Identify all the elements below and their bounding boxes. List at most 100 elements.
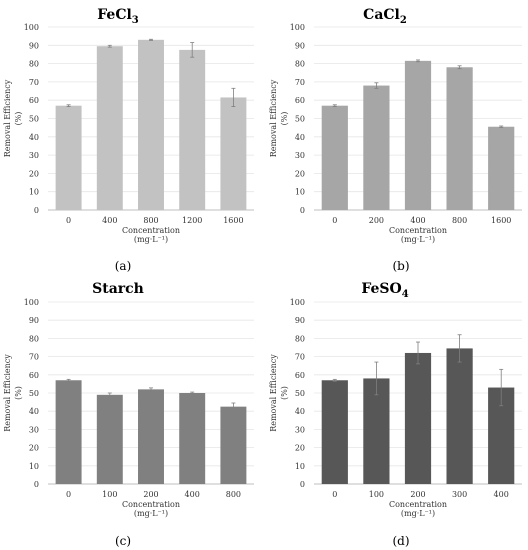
x-axis-label: (mg·L⁻¹) [401, 509, 435, 518]
x-tick-label: 200 [143, 490, 158, 499]
chart-title-subscript: 3 [132, 15, 139, 26]
bar [96, 394, 123, 484]
y-tick-label: 90 [29, 41, 39, 50]
chart-title-text: FeSO [361, 281, 401, 297]
y-tick-label: 50 [29, 115, 39, 124]
bar [446, 348, 473, 484]
x-tick-label: 300 [452, 490, 467, 499]
y-tick-label: 50 [295, 115, 305, 124]
chart-title: FeSO4 [361, 281, 408, 300]
x-axis-label: Concentration [389, 500, 447, 509]
y-tick-label: 20 [295, 169, 305, 178]
y-tick-label: 60 [295, 371, 305, 380]
y-tick-label: 80 [295, 334, 305, 343]
chart-title-text: FeCl [97, 7, 132, 23]
y-tick-label: 100 [290, 298, 305, 307]
y-tick-label: 0 [300, 206, 305, 215]
y-tick-label: 40 [29, 407, 39, 416]
x-tick-label: 100 [102, 490, 117, 499]
panel-label: (d) [392, 534, 409, 548]
y-tick-label: 20 [295, 444, 305, 453]
y-tick-label: 40 [29, 133, 39, 142]
x-tick-label: 800 [143, 216, 158, 225]
y-tick-label: 100 [290, 23, 305, 32]
x-tick-label: 400 [410, 216, 425, 225]
chart-title-text: CaCl [363, 7, 400, 23]
y-tick-label: 30 [29, 151, 39, 160]
y-tick-label: 90 [295, 316, 305, 325]
y-tick-label: 90 [295, 41, 305, 50]
chart-title-text: Starch [92, 281, 144, 297]
y-tick-label: 100 [24, 298, 39, 307]
y-axis-label: Removal Efficiency [3, 354, 12, 432]
x-tick-label: 1600 [491, 216, 511, 225]
y-tick-label: 60 [295, 96, 305, 105]
y-tick-label: 10 [29, 462, 39, 471]
x-tick-label: 0 [66, 490, 71, 499]
bar [138, 389, 164, 484]
x-tick-label: 1200 [182, 216, 202, 225]
bar [220, 97, 247, 210]
chart-title-subscript: 2 [400, 15, 407, 26]
x-tick-label: 400 [102, 216, 117, 225]
y-tick-label: 70 [29, 353, 39, 362]
bar [138, 39, 164, 211]
y-tick-label: 40 [295, 407, 305, 416]
y-tick-label: 70 [29, 78, 39, 87]
y-tick-label: 10 [295, 462, 305, 471]
y-tick-label: 20 [29, 444, 39, 453]
x-axis-label: (mg·L⁻¹) [401, 235, 435, 244]
chart-panel: Starch 0 10 20 30 40 50 60 70 80 90 100 0 100 200 400 80… [3, 281, 254, 548]
y-tick-label: 30 [29, 425, 39, 434]
x-tick-label: 800 [452, 216, 467, 225]
chart-title: Starch [92, 281, 144, 297]
bar [55, 105, 82, 210]
bar [55, 380, 82, 484]
y-tick-label: 80 [29, 334, 39, 343]
y-tick-label: 80 [29, 60, 39, 69]
y-tick-label: 10 [295, 188, 305, 197]
y-tick-label: 50 [29, 389, 39, 398]
bar [363, 378, 390, 484]
y-axis-label: Removal Efficiency [269, 354, 278, 432]
bar [404, 352, 432, 484]
y-axis-label: (%) [280, 386, 289, 400]
y-tick-label: 60 [29, 96, 39, 105]
bar [321, 105, 348, 210]
y-tick-label: 60 [29, 371, 39, 380]
bar [488, 126, 515, 210]
x-tick-label: 0 [66, 216, 71, 225]
x-axis-label: Concentration [122, 500, 180, 509]
bar [321, 380, 348, 484]
y-tick-label: 10 [29, 188, 39, 197]
bar [179, 393, 206, 484]
y-axis-label: Removal Efficiency [3, 79, 12, 157]
panel-label: (b) [392, 259, 409, 273]
y-axis-label: (%) [280, 112, 289, 126]
y-tick-label: 30 [295, 425, 305, 434]
y-tick-label: 0 [34, 206, 39, 215]
y-tick-label: 40 [295, 133, 305, 142]
x-tick-label: 200 [369, 216, 384, 225]
y-axis-label: Removal Efficiency [269, 79, 278, 157]
x-axis-label: Concentration [389, 226, 447, 235]
x-tick-label: 0 [332, 216, 337, 225]
x-tick-label: 400 [494, 490, 509, 499]
chart-title-subscript: 4 [402, 289, 409, 300]
x-axis-label: Concentration [122, 226, 180, 235]
x-tick-label: 800 [226, 490, 241, 499]
panel-label: (c) [115, 534, 131, 548]
bar [363, 85, 390, 210]
x-tick-label: 1600 [223, 216, 243, 225]
y-tick-label: 0 [34, 480, 39, 489]
y-tick-label: 0 [300, 480, 305, 489]
x-tick-label: 100 [369, 490, 384, 499]
y-tick-label: 90 [29, 316, 39, 325]
bar [179, 49, 206, 210]
y-tick-label: 50 [295, 389, 305, 398]
y-tick-label: 80 [295, 60, 305, 69]
